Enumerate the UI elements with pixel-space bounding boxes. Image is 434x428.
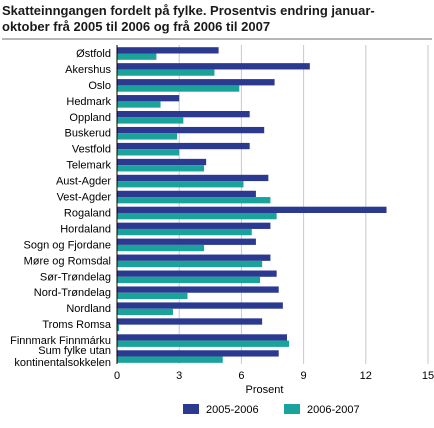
bar-2005-2006	[117, 111, 250, 118]
category-label: Sum fylke utan	[38, 345, 111, 357]
bar-2006-2007	[117, 260, 263, 268]
category-label: kontinentalsokkelen	[14, 357, 111, 369]
bar-2005-2006	[117, 302, 283, 309]
category-label: Finnmark Finnmárku	[10, 335, 111, 347]
bar-2005-2006	[117, 222, 271, 229]
category-label: Østfold	[76, 48, 111, 60]
bar-2005-2006	[117, 95, 180, 102]
bars	[117, 47, 387, 363]
bar-2005-2006	[117, 142, 250, 150]
category-label: Nordland	[66, 303, 111, 315]
bar-2005-2006	[117, 206, 387, 213]
bar-2005-2006	[117, 174, 269, 182]
bar-2006-2007	[117, 69, 215, 76]
bar-2006-2007	[117, 181, 244, 188]
bar-2006-2007	[117, 197, 271, 204]
x-axis-label: Prosent	[246, 384, 284, 396]
x-tick-label: 12	[360, 370, 372, 382]
category-label: Rogaland	[64, 207, 111, 219]
category-label: Troms Romsa	[42, 319, 112, 331]
bar-2006-2007	[117, 101, 161, 108]
category-label: Hedmark	[66, 96, 111, 108]
bar-2005-2006	[117, 79, 275, 86]
category-label: Oppland	[69, 112, 111, 124]
bar-2006-2007	[117, 133, 178, 140]
bar-2006-2007	[117, 324, 120, 331]
bar-2006-2007	[117, 356, 223, 363]
bar-2006-2007	[117, 308, 173, 315]
bar-2005-2006	[117, 47, 219, 54]
legend-swatch-2005-2006	[183, 404, 199, 414]
bar-2006-2007	[117, 85, 240, 92]
category-label: Sør-Trøndelag	[40, 271, 111, 283]
bar-2006-2007	[117, 340, 290, 347]
category-labels: Østfold Akershus Oslo Hedmark Oppland Buskeru…	[10, 48, 112, 369]
chart-title-line-1: Skatteinngangen fordelt på fylke. Prosen…	[2, 3, 375, 18]
category-label: Buskerud	[65, 128, 111, 140]
category-label: Sogn og Fjordane	[24, 239, 111, 251]
bar-2005-2006	[117, 286, 279, 293]
legend-label: 2005-2006	[206, 404, 259, 416]
bar-2006-2007	[117, 117, 184, 124]
category-label: Nord-Trøndelag	[34, 287, 111, 299]
bar-2005-2006	[117, 254, 271, 261]
legend: 2005-2006 2006-2007	[183, 404, 360, 416]
category-label: Aust-Agder	[56, 176, 111, 188]
bar-2005-2006	[117, 158, 207, 166]
bar-2006-2007	[117, 53, 157, 60]
bar-2005-2006	[117, 63, 310, 70]
category-label: Vestfold	[72, 144, 111, 156]
bar-2005-2006	[117, 334, 288, 341]
category-label: Vest-Agder	[57, 192, 112, 204]
bar-2006-2007	[117, 276, 261, 284]
x-tick-label: 3	[176, 370, 182, 382]
bar-2005-2006	[117, 190, 256, 198]
legend-label: 2006-2007	[307, 404, 360, 416]
x-axis-ticks: 0 3 6 9 12 15	[114, 370, 434, 382]
category-label: Hordaland	[60, 223, 111, 235]
bar-2005-2006	[117, 126, 265, 134]
x-tick-label: 15	[422, 370, 434, 382]
x-tick-label: 0	[114, 370, 120, 382]
category-label: Oslo	[88, 80, 111, 92]
bar-2005-2006	[117, 318, 263, 325]
category-label: Telemark	[66, 160, 111, 172]
bar-2006-2007	[117, 165, 205, 172]
category-label: Akershus	[65, 64, 111, 76]
bar-2006-2007	[117, 213, 277, 220]
bar-2005-2006	[117, 270, 277, 277]
gridlines	[178, 45, 429, 364]
legend-swatch-2006-2007	[284, 404, 300, 414]
chart-title-line-2: oktober frå 2005 til 2006 og frå 2006 ti…	[2, 19, 270, 34]
bar-2006-2007	[117, 149, 180, 156]
bar-2006-2007	[117, 228, 252, 236]
x-tick-label: 9	[301, 370, 307, 382]
category-label: Møre og Romsdal	[24, 255, 111, 267]
bar-2006-2007	[117, 292, 188, 300]
bar-2005-2006	[117, 238, 256, 245]
bar-2006-2007	[117, 244, 205, 252]
bar-2005-2006	[117, 350, 279, 357]
x-tick-label: 6	[238, 370, 244, 382]
